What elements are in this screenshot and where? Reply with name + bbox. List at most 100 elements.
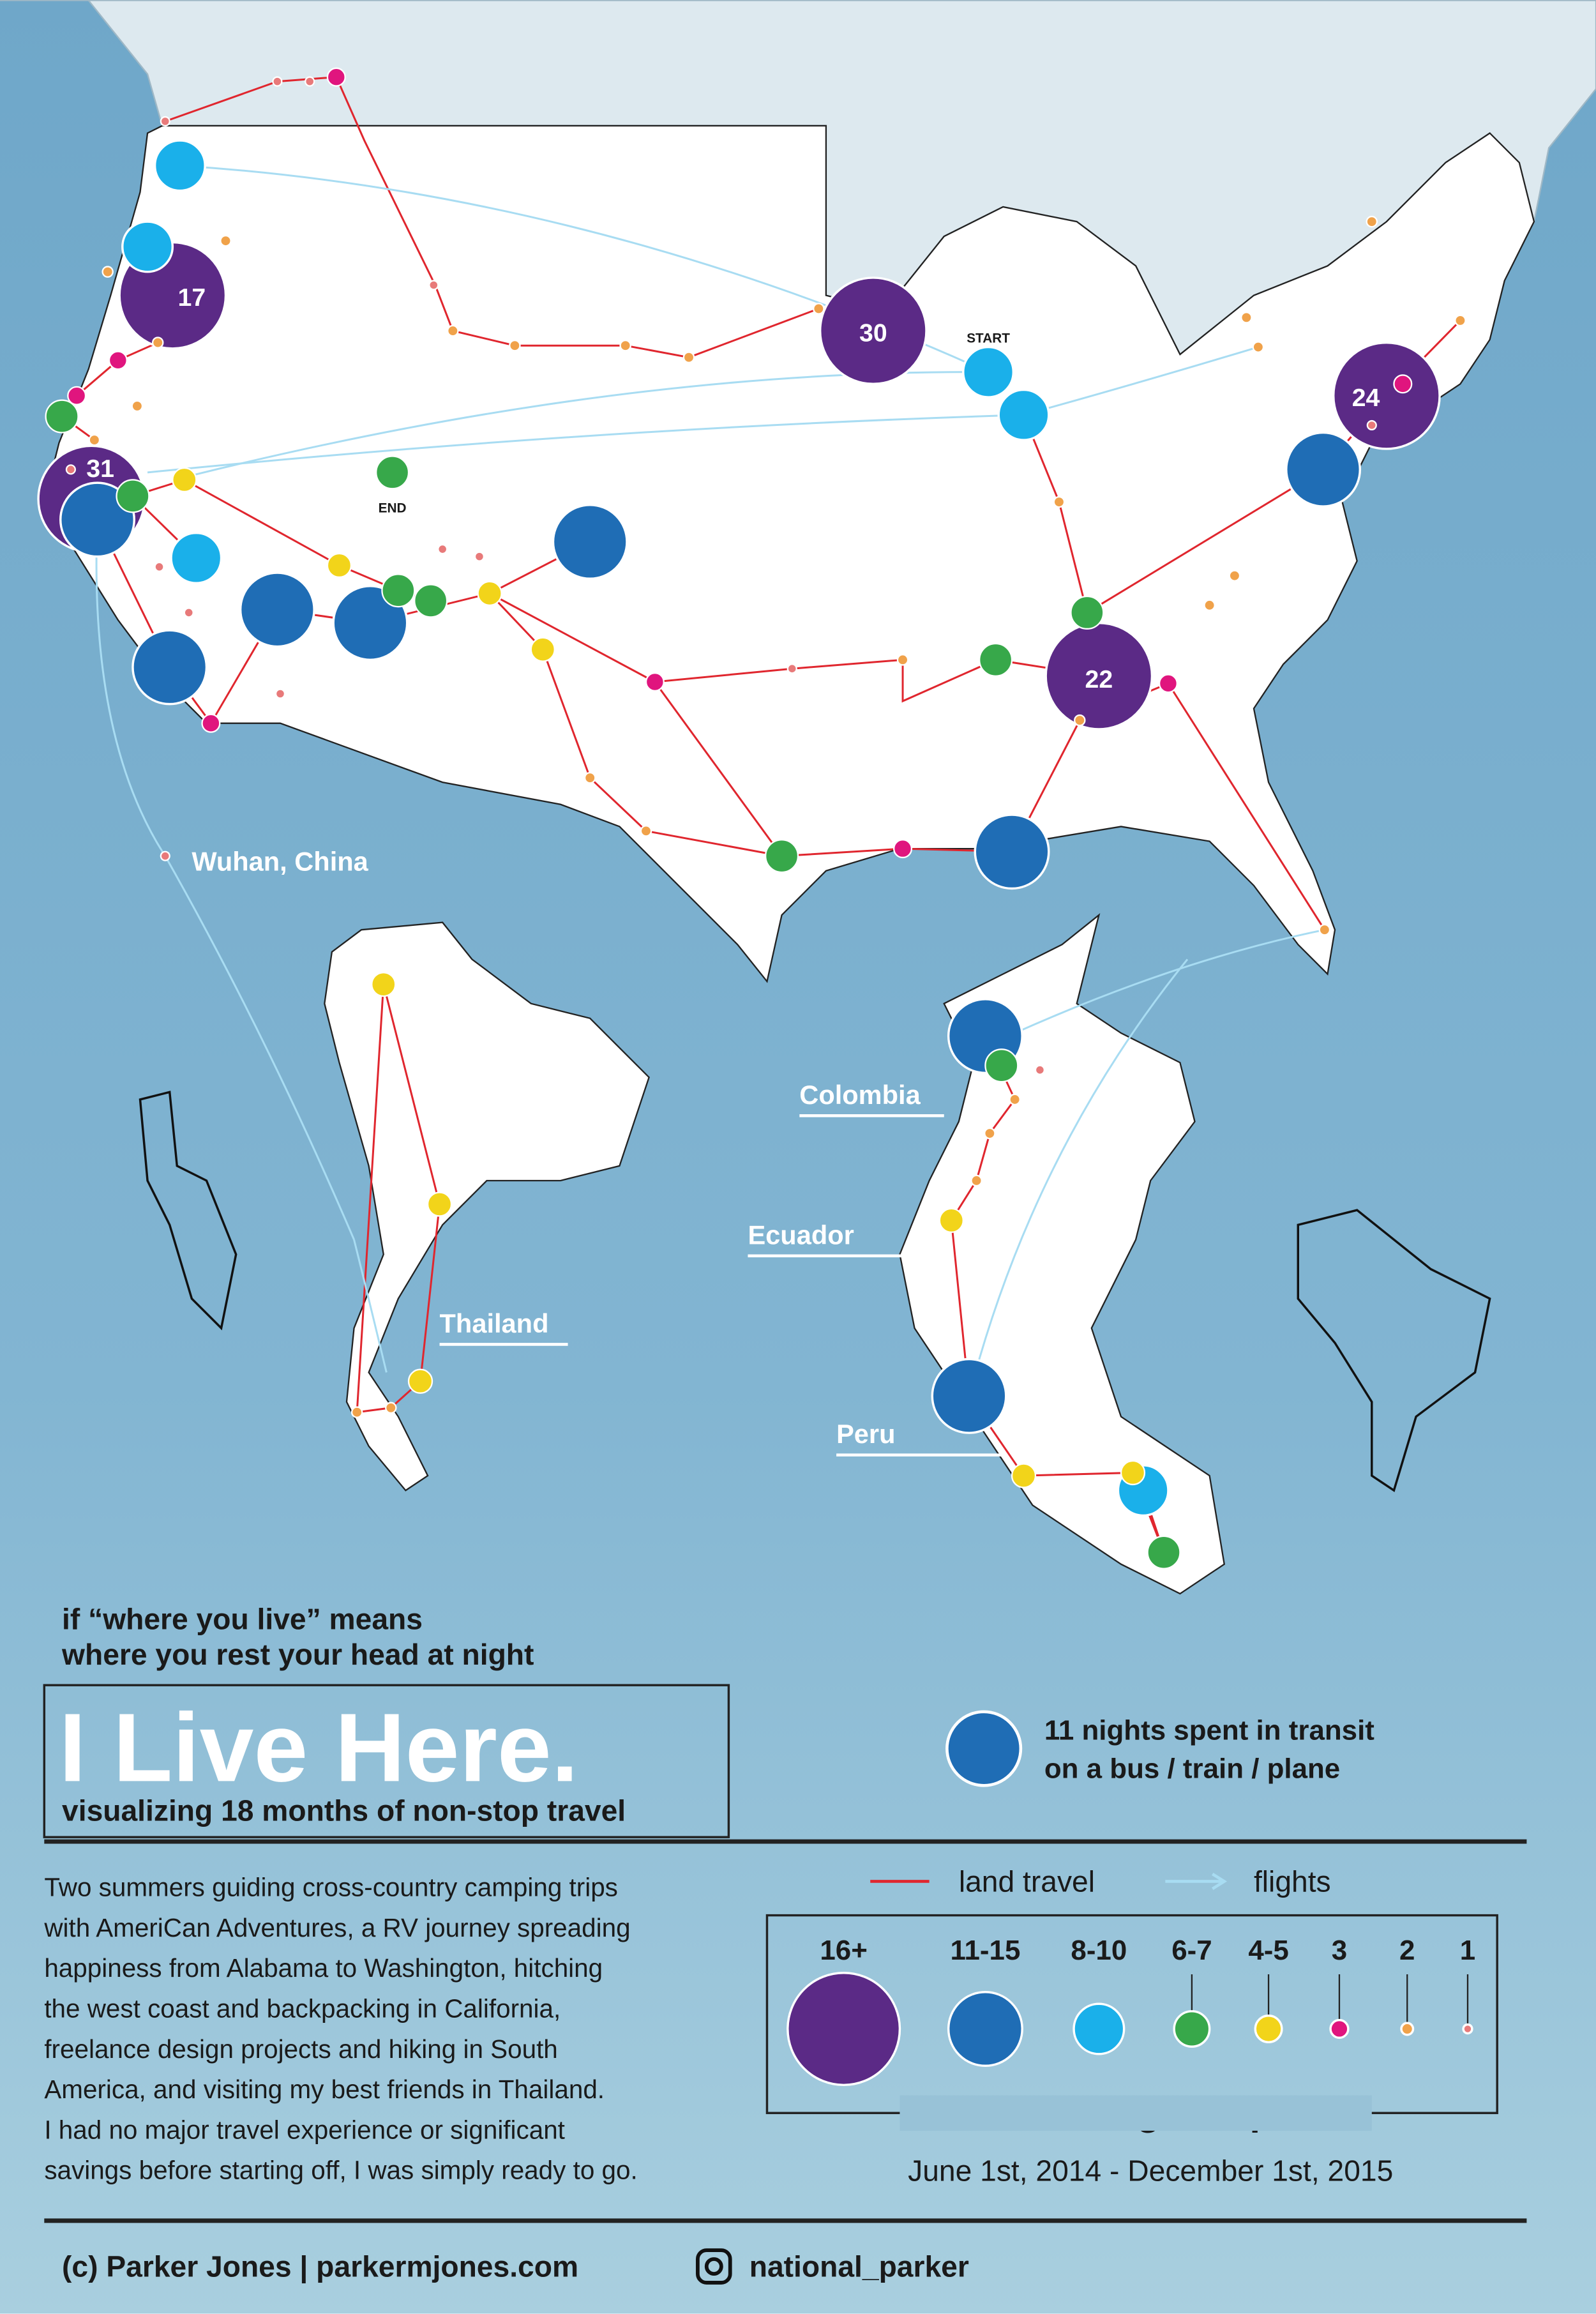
stop [272,76,283,87]
description: freelance design projects and hiking in … [44,2034,557,2064]
stop [437,543,448,555]
stop [552,504,628,580]
stop [381,573,416,608]
stop-count: 22 [1085,665,1113,693]
legend-marker [947,1991,1023,2068]
stop-count: 17 [178,284,206,312]
land-route [654,681,783,857]
stop [426,1191,453,1217]
stop [350,1406,363,1418]
flight-legend-line [1165,1872,1228,1890]
thailand-map [324,921,650,1492]
stop [1252,341,1265,353]
stop [108,351,128,370]
south-america-outline [1297,1209,1491,1492]
stop [765,839,799,873]
stop [997,388,1050,441]
stop [1454,314,1466,327]
legend-marker [1400,2022,1415,2036]
date-range: June 1st, 2014 - December 1st, 2015 [908,2154,1393,2188]
stop [1009,1093,1021,1106]
stop [970,1174,982,1187]
legend-size: 1 [1460,1935,1475,1966]
se-asia-outline [139,1091,237,1331]
stop [974,813,1050,890]
description: the west coast and backpacking in Califo… [44,1994,561,2023]
legend-size: 16+ [820,1935,867,1966]
stop [275,688,286,699]
stop [682,351,695,363]
stop [447,324,459,337]
footer-instagram: national_parker [749,2250,969,2283]
description: savings before starting off, I was simpl… [44,2156,637,2185]
transit-note: 11 nights spent in transit [1044,1715,1374,1746]
stop-count: 31 [86,455,114,483]
stop [154,561,165,572]
stop [121,220,174,273]
stops [37,67,1466,1569]
legend-marker [1173,2010,1211,2048]
stop [477,580,502,607]
stop [160,116,170,127]
stop [1034,1064,1046,1075]
description: I had no major travel experience or sign… [44,2115,565,2144]
stop [1285,431,1362,508]
stop [787,663,797,674]
legend-marker [787,1971,901,2087]
stop [1070,595,1104,630]
legend-size: 8-10 [1071,1935,1127,1966]
stop [474,551,485,562]
legend-size: 6-7 [1171,1935,1212,1966]
tagline: if “where you live” means [62,1602,423,1635]
stop [305,76,315,87]
stop [896,654,909,666]
stop [893,839,913,859]
caption-backdrop [900,2095,1372,2131]
stop [962,345,1015,398]
stop [170,531,223,584]
title: I Live Here. [59,1693,578,1802]
stop [45,399,79,434]
tagline: where you rest your head at night [61,1638,534,1671]
stop [385,1402,397,1414]
stop [984,1127,996,1140]
legend-size: 2 [1399,1935,1415,1966]
legend-size: 3 [1332,1935,1347,1966]
stop [428,280,439,291]
flight-route [968,958,1189,1396]
stop [931,1357,1007,1434]
stop [1053,495,1065,508]
stop [183,607,194,618]
stop [151,337,164,349]
stop [172,467,197,493]
flight-route [1014,928,1325,1034]
legend-size: 11-15 [951,1935,1021,1966]
stop [1332,341,1441,450]
stop [59,481,135,558]
stop [414,584,448,618]
stop [979,642,1013,677]
description: happiness from Alabama to Washington, hi… [44,1953,603,1983]
stop [1366,420,1377,431]
stop [818,276,928,386]
stop [407,1368,433,1394]
stop [332,585,409,662]
stop [326,552,352,578]
instagram-icon [704,2257,723,2276]
stop [509,339,521,352]
stop [813,303,825,315]
instagram-icon [695,2248,732,2285]
place-label: Wuhan, China [192,847,368,877]
stop [375,455,410,490]
transit-note: on a bus / train / plane [1044,1753,1340,1785]
stop [1366,215,1378,228]
stop [1318,923,1331,936]
place-label: Thailand [440,1308,549,1338]
legend-size: 4-5 [1248,1935,1288,1966]
flight-route [353,1239,388,1373]
stop [102,266,114,278]
stop [239,571,315,648]
description: Two summers guiding cross-country campin… [44,1873,618,1902]
